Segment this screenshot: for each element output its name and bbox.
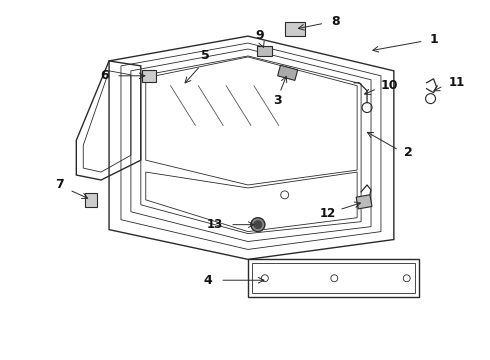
Bar [278,65,298,80]
Text: 4: 4 [204,274,213,287]
Circle shape [254,221,262,229]
Text: 13: 13 [207,218,223,231]
Text: 11: 11 [448,76,465,89]
Text: 5: 5 [201,49,210,63]
Text: 6: 6 [100,69,108,82]
Text: 7: 7 [55,179,64,192]
Text: 9: 9 [256,29,264,42]
Text: 8: 8 [331,15,340,28]
Text: 10: 10 [380,79,397,92]
Bar [257,46,272,56]
Text: 1: 1 [429,33,438,46]
Text: 12: 12 [319,207,336,220]
Bar [285,22,305,36]
Bar [142,70,156,82]
Bar [356,195,372,209]
Circle shape [251,218,265,231]
Text: 3: 3 [273,94,282,107]
Bar [85,193,97,207]
Text: 2: 2 [404,146,413,159]
